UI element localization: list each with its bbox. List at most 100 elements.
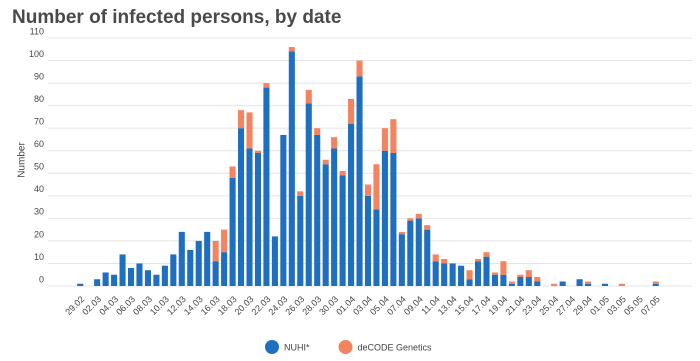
y-tick-label: 20 — [34, 229, 44, 239]
bar-segment — [424, 225, 431, 230]
bar-segment — [474, 258, 482, 262]
bar-segment — [407, 218, 414, 221]
bar-segment — [441, 263, 448, 286]
bar-segment — [373, 209, 380, 286]
bar-segment — [381, 128, 388, 151]
bar-segment — [331, 148, 338, 286]
bar-segment — [652, 283, 659, 286]
chart-title: Number of infected persons, by date — [12, 7, 341, 28]
bar-segment — [305, 103, 312, 286]
bar-segment — [111, 274, 118, 286]
bar-segment — [119, 254, 126, 286]
bar-segment — [195, 240, 202, 286]
bar-segment — [288, 47, 295, 52]
y-tick-label: 10 — [34, 252, 44, 262]
bar-segment — [551, 283, 558, 286]
bar-segment — [127, 267, 135, 286]
y-tick-label: 80 — [34, 94, 44, 104]
bar-segment — [491, 274, 499, 286]
bar-segment — [525, 276, 532, 286]
bar-segment — [212, 261, 219, 286]
bar-segment — [432, 261, 439, 286]
bar-segment — [136, 263, 143, 286]
bar-segment — [161, 265, 168, 286]
legend-marker — [338, 340, 353, 354]
bar-segment — [263, 83, 270, 88]
bar-segment — [297, 191, 304, 196]
bar-segment — [585, 283, 592, 286]
bar-segment — [390, 119, 397, 153]
bar-segment — [500, 261, 507, 275]
bar-segment — [601, 283, 609, 286]
bar-segment — [339, 175, 346, 286]
bar-segment — [297, 195, 304, 286]
bar-segment — [77, 283, 84, 286]
bar-segment — [348, 123, 355, 286]
bar-segment — [517, 276, 524, 286]
bar-segment — [559, 281, 566, 286]
bar-segment — [415, 218, 422, 286]
bar-segment — [517, 274, 524, 277]
y-tick-label: 30 — [34, 207, 44, 217]
bar-segment — [237, 110, 245, 129]
bar-segment — [373, 164, 380, 210]
bar-segment — [246, 148, 253, 286]
bar-segment — [364, 184, 372, 196]
bar-segment — [237, 128, 245, 286]
bar-segment — [618, 283, 625, 286]
bar-segment — [466, 270, 473, 280]
bar-segment — [356, 76, 363, 286]
bar-segment — [483, 256, 490, 286]
bar-segment — [508, 283, 515, 286]
bar-segment — [348, 98, 355, 124]
bar-segment — [381, 150, 388, 286]
bar-segment — [424, 229, 431, 286]
bar-segment — [534, 281, 541, 286]
bar-segment — [314, 128, 321, 135]
bar-segment — [314, 134, 321, 286]
bar-segment — [534, 276, 541, 282]
bar-segment — [508, 281, 515, 284]
x-tick-label: 07.05 — [639, 294, 662, 317]
y-tick-label: 60 — [34, 139, 44, 149]
bar-segment — [585, 281, 592, 284]
bar-segment — [466, 279, 473, 286]
legend-label: deCODE Genetics — [358, 342, 433, 352]
bar-segment — [229, 177, 236, 286]
bar-segment — [415, 213, 422, 219]
bar-segment — [322, 164, 329, 286]
bar-segment — [525, 270, 532, 277]
bar-segment — [398, 234, 405, 286]
bar-segment — [221, 229, 228, 253]
bar-segment — [483, 252, 490, 257]
bar-segment — [331, 137, 338, 149]
bar-segment — [441, 258, 448, 264]
bar-segment — [491, 272, 499, 275]
bar-segment — [305, 89, 312, 104]
bar-segment — [288, 51, 295, 287]
y-tick-label: 70 — [34, 117, 44, 127]
bar-segment — [254, 150, 262, 153]
y-tick-label: 40 — [34, 184, 44, 194]
bar-segment — [398, 231, 405, 235]
bar-segment — [474, 261, 482, 286]
bar-segment — [187, 249, 194, 286]
bar-segment — [364, 195, 372, 286]
bar-segment — [144, 270, 151, 286]
bar-segment — [263, 87, 270, 286]
bar-segment — [356, 60, 363, 77]
bar-segment — [449, 263, 456, 286]
y-tick-label: 50 — [34, 162, 44, 172]
bar-segment — [500, 274, 507, 286]
bar-segment — [102, 272, 109, 286]
legend-marker — [265, 340, 279, 354]
bar-segment — [204, 231, 211, 286]
y-tick-label: 100 — [29, 49, 44, 59]
bar-segment — [178, 231, 185, 286]
bar-segment — [271, 236, 278, 286]
y-tick-label: 0 — [39, 274, 44, 284]
bar-segment — [229, 166, 236, 178]
bar-segment — [212, 240, 219, 262]
bar-segment — [94, 279, 101, 286]
